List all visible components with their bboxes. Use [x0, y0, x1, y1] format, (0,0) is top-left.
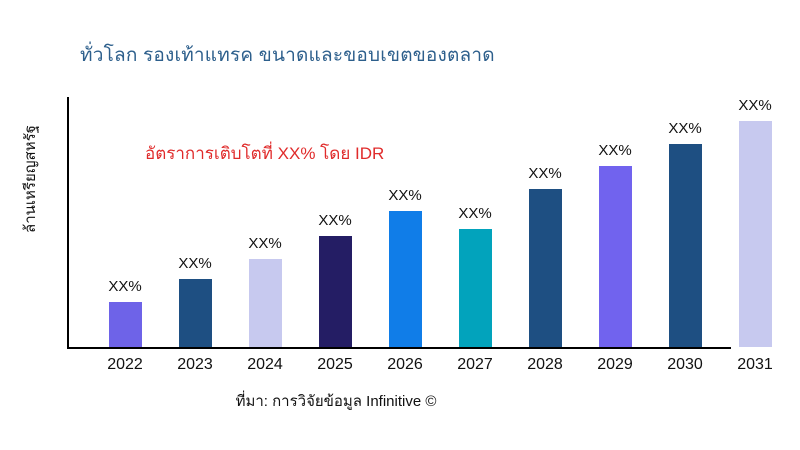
- x-tick-label-2030: 2030: [667, 356, 703, 373]
- bar-2024: [248, 259, 282, 347]
- x-tick-label-2026: 2026: [387, 356, 423, 373]
- x-tick-label-2025: 2025: [317, 356, 353, 373]
- x-tick-label-2022: 2022: [107, 356, 143, 373]
- bar-value-label-2025: XX%: [318, 212, 352, 229]
- bar-value-label-2027: XX%: [458, 205, 492, 222]
- x-tick-label-2024: 2024: [247, 356, 283, 373]
- y-axis-line: [67, 97, 69, 349]
- bar-value-label-2026: XX%: [388, 187, 422, 204]
- bar-value-label-2024: XX%: [248, 235, 282, 252]
- bar-2028: [528, 189, 562, 347]
- chart-title: ทั่วโลก รองเท้าแทรค ขนาดและขอบเขตของตลาด: [80, 45, 495, 66]
- source-attribution: ที่มา: การวิจัยข้อมูล Infinitive ©: [235, 393, 437, 410]
- bar-2031: [738, 121, 772, 347]
- x-tick-label-2031: 2031: [737, 356, 773, 373]
- bar-2027: [458, 229, 492, 347]
- x-axis-line: [67, 347, 731, 349]
- bar-value-label-2028: XX%: [528, 165, 562, 182]
- growth-rate-annotation: อัตราการเติบโตที่ XX% โดย IDR: [145, 144, 385, 163]
- bar-value-label-2029: XX%: [598, 142, 632, 159]
- x-tick-label-2027: 2027: [457, 356, 493, 373]
- bar-2029: [598, 166, 632, 347]
- bar-value-label-2030: XX%: [668, 120, 702, 137]
- bar-2022: [108, 302, 142, 347]
- x-tick-label-2023: 2023: [177, 356, 213, 373]
- x-tick-label-2029: 2029: [597, 356, 633, 373]
- x-tick-label-2028: 2028: [527, 356, 563, 373]
- bar-2026: [388, 211, 422, 347]
- bar-2030: [668, 144, 702, 347]
- bar-2025: [318, 236, 352, 347]
- bar-2023: [178, 279, 212, 347]
- bar-value-label-2023: XX%: [178, 255, 212, 272]
- bar-value-label-2031: XX%: [738, 97, 772, 114]
- bar-value-label-2022: XX%: [108, 278, 142, 295]
